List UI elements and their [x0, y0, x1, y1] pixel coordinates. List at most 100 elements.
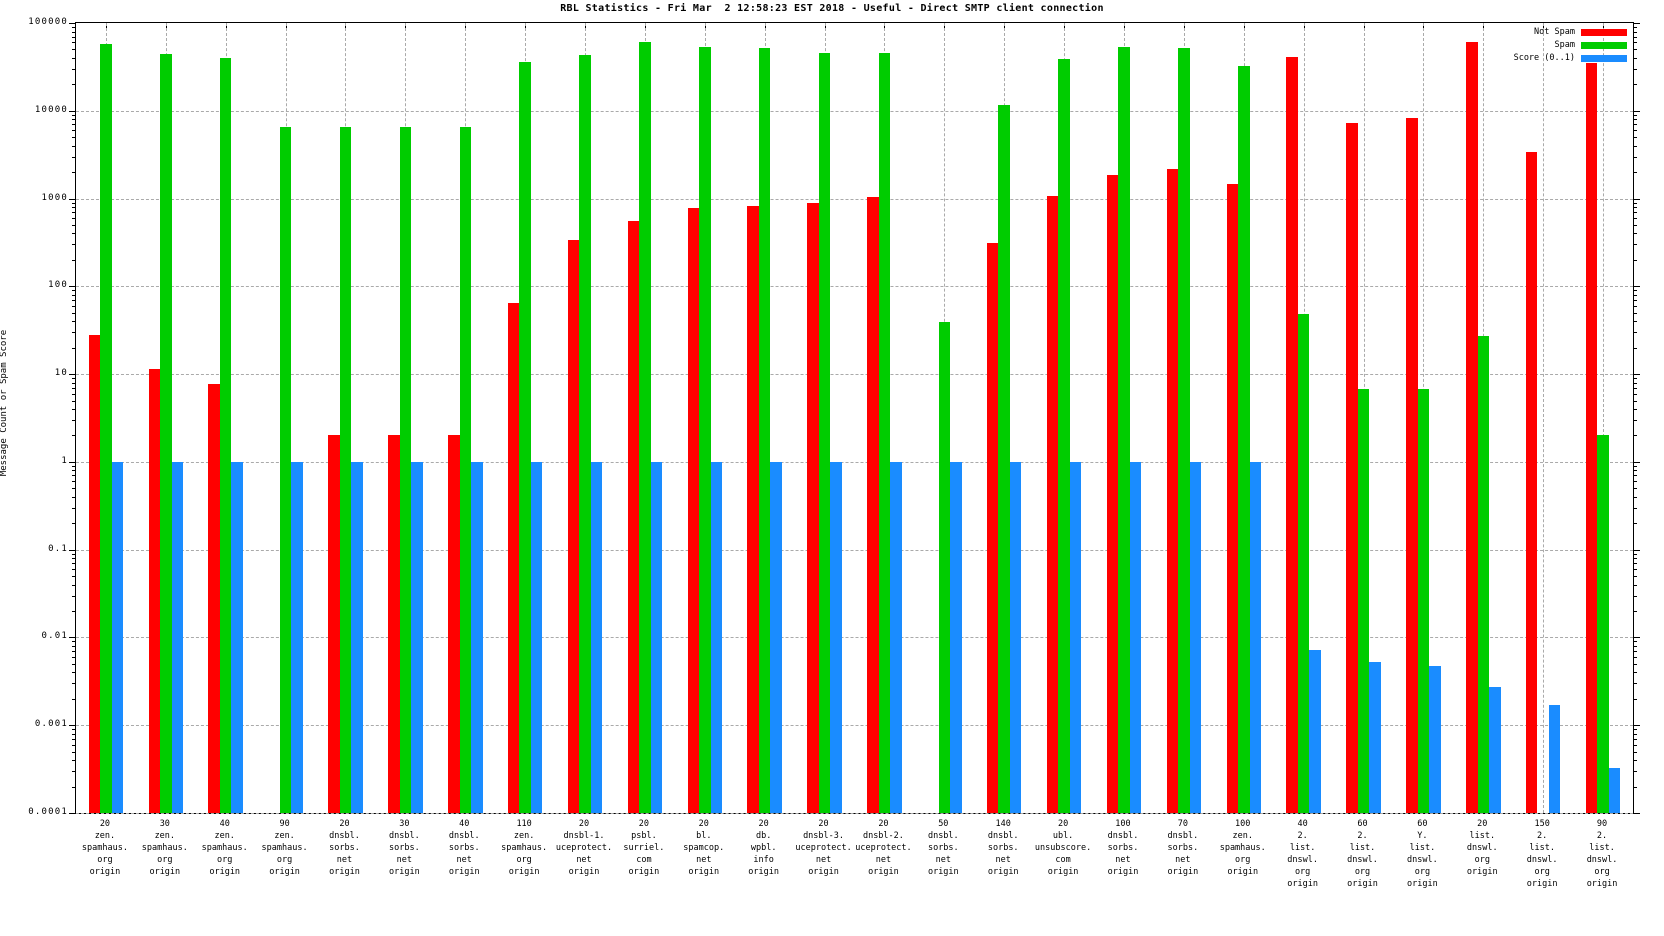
- bar-spam: [339, 127, 352, 813]
- bar-score: [231, 461, 243, 813]
- x-tick-label: 140 dnsbl. sorbs. net origin: [973, 818, 1033, 878]
- grid-line: [76, 461, 1633, 463]
- axis-minor-tick: [1633, 321, 1637, 323]
- x-label-weight: 100: [1235, 819, 1251, 829]
- axis-minor-tick: [1633, 663, 1637, 665]
- legend-item[interactable]: Spam: [1555, 40, 1627, 50]
- x-label-line: list.: [1289, 843, 1316, 853]
- bar-spam: [160, 54, 172, 813]
- bar-spam: [818, 52, 831, 813]
- x-label-line: sorbs.: [448, 843, 480, 853]
- bar-spam: [459, 127, 471, 813]
- x-label-line: zen.: [214, 831, 235, 841]
- x-label-weight: 110: [516, 819, 532, 829]
- bar-spam: [279, 126, 292, 813]
- axis-minor-tick: [1633, 312, 1637, 314]
- axis-minor-tick: [72, 553, 76, 555]
- x-label-weight: 20: [638, 819, 650, 829]
- axis-minor-tick: [1633, 299, 1637, 301]
- axis-minor-tick: [72, 569, 76, 571]
- legend-item[interactable]: Not Spam: [1534, 27, 1627, 37]
- bar-spam: [1297, 313, 1310, 813]
- grid-line: [76, 813, 1633, 814]
- x-label-line: spamhaus.: [261, 843, 308, 853]
- legend-item[interactable]: Score (0..1): [1514, 53, 1627, 63]
- bar-score: [1309, 649, 1321, 813]
- x-label-line: surriel.: [623, 843, 665, 853]
- axis-minor-tick: [1633, 156, 1637, 158]
- x-label-line: org: [97, 855, 113, 865]
- x-label-line: origin: [1047, 867, 1079, 877]
- x-label-line: zen.: [154, 831, 176, 841]
- bar-notspam: [1466, 42, 1478, 813]
- x-tick-label: 40 2. list. dnswl. org origin: [1273, 818, 1333, 890]
- axis-minor-tick: [72, 378, 76, 380]
- x-label-line: net: [1175, 855, 1191, 865]
- x-tick-label: 90 zen. spamhaus. org origin: [255, 818, 315, 878]
- axis-minor-tick: [1633, 305, 1637, 307]
- x-label-line: dnsbl.: [927, 831, 959, 841]
- x-tick-label: 20 list. dnswl. org origin: [1452, 818, 1512, 878]
- x-label-line: unsubscore.: [1034, 843, 1092, 853]
- axis-minor-tick: [72, 465, 76, 467]
- axis-minor-tick: [1633, 738, 1637, 740]
- x-label-line: origin: [448, 867, 480, 877]
- axis-tick: [69, 286, 76, 288]
- x-label-line: spamhaus.: [1219, 843, 1266, 853]
- axis-minor-tick: [72, 218, 76, 220]
- grid-line: [76, 725, 1633, 727]
- x-label-line: spamcop.: [683, 843, 725, 853]
- axis-minor-tick: [72, 290, 76, 292]
- x-label-line: org: [1235, 855, 1251, 865]
- bar-notspam: [388, 435, 400, 813]
- axis-minor-tick: [1633, 733, 1637, 735]
- x-label-line: uceprotect.: [555, 843, 613, 853]
- x-label-line: spamhaus.: [81, 843, 128, 853]
- axis-minor-tick: [1633, 332, 1637, 334]
- x-tick-label: 30 zen. spamhaus. org origin: [135, 818, 195, 878]
- axis-minor-tick: [72, 771, 76, 773]
- axis-minor-tick: [72, 42, 76, 44]
- y-tick-label: 10: [54, 368, 68, 379]
- x-label-line: dnsbl-1.: [563, 831, 605, 841]
- axis-minor-tick: [72, 119, 76, 121]
- x-label-line: 2.: [1357, 831, 1368, 841]
- axis-minor-tick: [72, 393, 76, 395]
- bar-score: [1009, 461, 1022, 813]
- x-tick-label: 20 dnsbl-1. uceprotect. net origin: [554, 818, 614, 878]
- bar-score: [530, 461, 543, 813]
- x-label-line: dnswl.: [1287, 855, 1318, 865]
- bar-notspam: [208, 383, 220, 813]
- axis-minor-tick: [1633, 751, 1637, 753]
- x-label-line: list.: [1409, 843, 1436, 853]
- x-label-line: list.: [1529, 843, 1555, 853]
- axis-minor-tick: [1633, 347, 1637, 349]
- grid-line: [76, 549, 1633, 551]
- x-label-line: list.: [1469, 831, 1496, 841]
- axis-minor-tick: [1633, 523, 1637, 525]
- x-label-line: dnsbl.: [987, 831, 1019, 841]
- axis-minor-tick: [72, 137, 76, 139]
- legend-label: Spam: [1554, 40, 1575, 50]
- x-label-line: origin: [209, 867, 241, 877]
- axis-minor-tick: [1633, 218, 1637, 220]
- x-label-line: uceprotect.: [795, 843, 852, 853]
- x-tick-label: 40 dnsbl. sorbs. net origin: [434, 818, 494, 878]
- axis-minor-tick: [72, 698, 76, 700]
- axis-minor-tick: [1633, 387, 1637, 389]
- axis-minor-tick: [1633, 420, 1637, 421]
- y-tick-label: 0.01: [41, 631, 68, 642]
- axis-minor-tick: [72, 558, 76, 560]
- axis-minor-tick: [72, 68, 76, 70]
- x-label-line: origin: [269, 867, 300, 877]
- bar-score: [1608, 767, 1621, 813]
- axis-minor-tick: [1633, 119, 1637, 121]
- x-label-line: origin: [1586, 879, 1618, 889]
- x-label-line: net: [1115, 855, 1131, 865]
- axis-tick: [69, 725, 76, 727]
- legend-label: Score (0..1): [1513, 53, 1575, 63]
- x-label-weight: 20: [1477, 819, 1488, 829]
- axis-minor-tick: [1633, 233, 1637, 235]
- axis-minor-tick: [72, 563, 76, 565]
- x-label-line: net: [935, 855, 951, 865]
